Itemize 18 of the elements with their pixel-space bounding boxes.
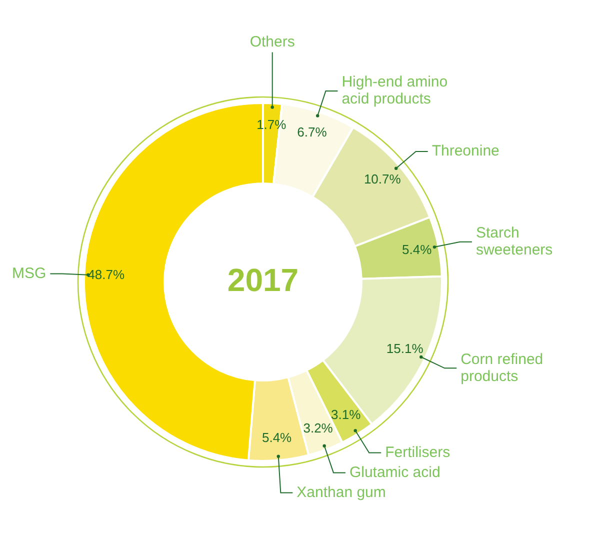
data-label: 5.4% bbox=[402, 242, 432, 258]
data-label: 6.7% bbox=[297, 124, 328, 140]
slice-label: Corn refined products bbox=[460, 350, 544, 385]
slice-label: Threonine bbox=[432, 142, 500, 160]
data-label: 3.1% bbox=[331, 406, 362, 422]
data-label: 48.7% bbox=[88, 267, 125, 282]
slice-label: Others bbox=[250, 33, 295, 50]
slice-label: Glutamic acid bbox=[349, 464, 440, 481]
slice-label: MSG bbox=[12, 264, 46, 282]
data-label: 15.1% bbox=[386, 340, 424, 356]
slice-label: Fertilisers bbox=[385, 444, 450, 461]
data-label: 10.7% bbox=[364, 172, 402, 187]
text: 2017 bbox=[227, 262, 299, 298]
slice-label: Starch sweeteners bbox=[476, 224, 553, 258]
slice-label: High-end amino acid products bbox=[342, 74, 448, 108]
data-label: 5.4% bbox=[262, 430, 292, 445]
data-label: 3.2% bbox=[303, 420, 334, 436]
slice-label: Xanthan gum bbox=[296, 484, 386, 501]
